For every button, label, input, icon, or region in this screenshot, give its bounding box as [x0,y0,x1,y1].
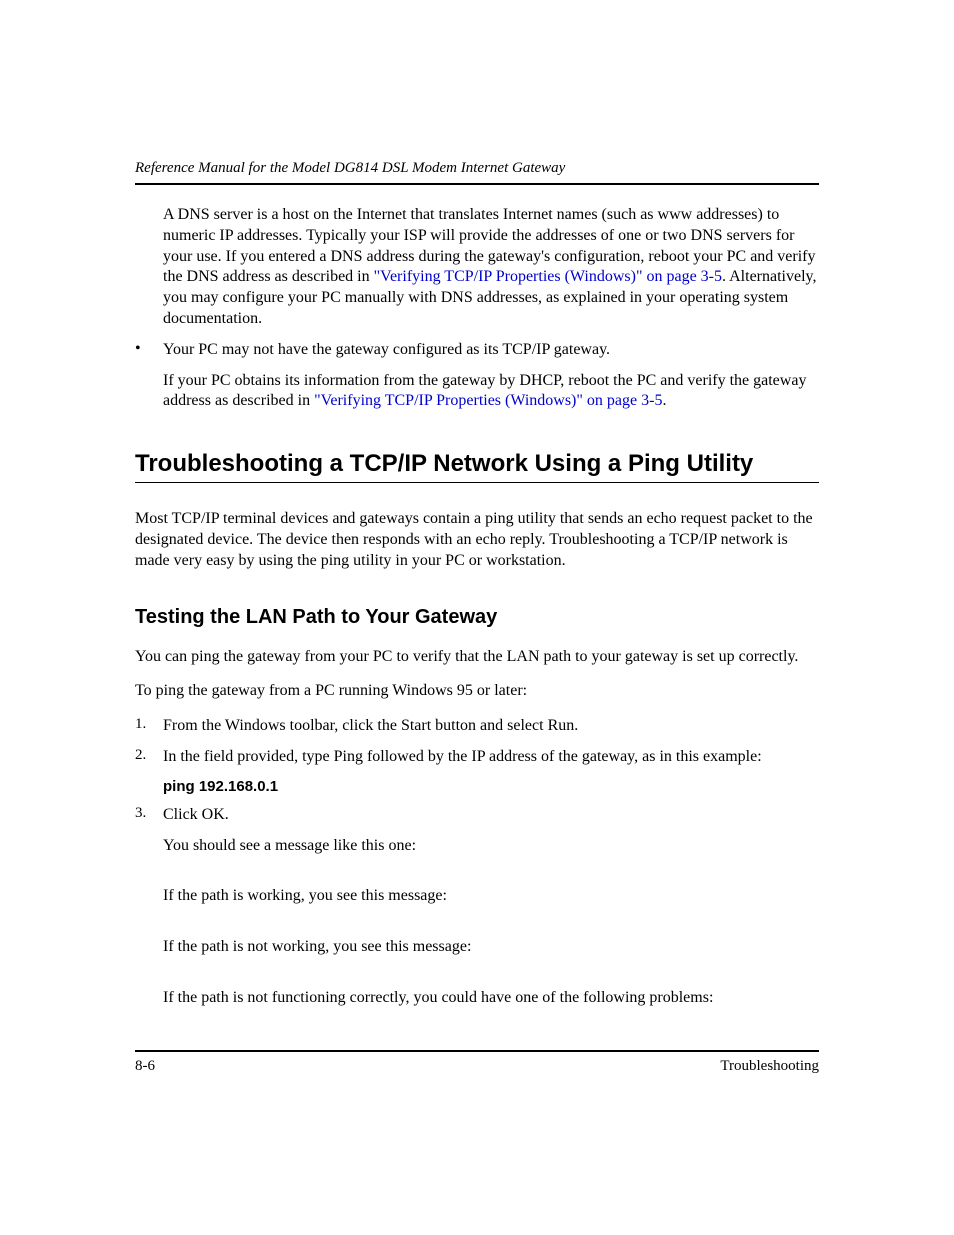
section-intro-para: Most TCP/IP terminal devices and gateway… [135,509,819,571]
footer-section-name: Troubleshooting [720,1058,819,1075]
bullet-text: Your PC may not have the gateway configu… [163,340,819,361]
step-3-follow-1: You should see a message like this one: [163,836,819,857]
bullet-follow-after: . [662,392,666,409]
bullet-marker: • [135,340,163,361]
step-2: 2. In the field provided, type Ping foll… [135,747,819,768]
bullet-follow-link[interactable]: "Verifying TCP/IP Properties (Windows)" … [314,392,662,409]
step-3: 3. Click OK. [135,805,819,826]
subsection-p2: To ping the gateway from a PC running Wi… [135,681,819,702]
running-header: Reference Manual for the Model DG814 DSL… [135,160,819,177]
ping-command: ping 192.168.0.1 [163,778,819,795]
step-3-number: 3. [135,805,163,826]
subsection-p1: You can ping the gateway from your PC to… [135,647,819,668]
page-footer: 8-6 Troubleshooting [135,1050,819,1075]
page: Reference Manual for the Model DG814 DSL… [0,0,954,1235]
footer-rule [135,1050,819,1052]
dns-link[interactable]: "Verifying TCP/IP Properties (Windows)" … [374,268,722,285]
step-3-follow-3: If the path is not working, you see this… [163,937,819,958]
header-rule [135,183,819,185]
dns-paragraph: A DNS server is a host on the Internet t… [163,205,819,330]
section-rule [135,482,819,483]
step-2-number: 2. [135,747,163,768]
step-1-text: From the Windows toolbar, click the Star… [163,716,819,737]
subsection-heading: Testing the LAN Path to Your Gateway [135,606,819,629]
bullet-followup: If your PC obtains its information from … [163,371,819,413]
step-3-follow-2: If the path is working, you see this mes… [163,886,819,907]
step-3-follow-4: If the path is not functioning correctly… [163,988,819,1009]
step-1-number: 1. [135,716,163,737]
section-heading: Troubleshooting a TCP/IP Network Using a… [135,450,819,478]
step-3-text: Click OK. [163,805,819,826]
page-number: 8-6 [135,1058,155,1075]
step-1: 1. From the Windows toolbar, click the S… [135,716,819,737]
bullet-item: • Your PC may not have the gateway confi… [135,340,819,361]
step-2-text: In the field provided, type Ping followe… [163,747,819,768]
footer-row: 8-6 Troubleshooting [135,1058,819,1075]
